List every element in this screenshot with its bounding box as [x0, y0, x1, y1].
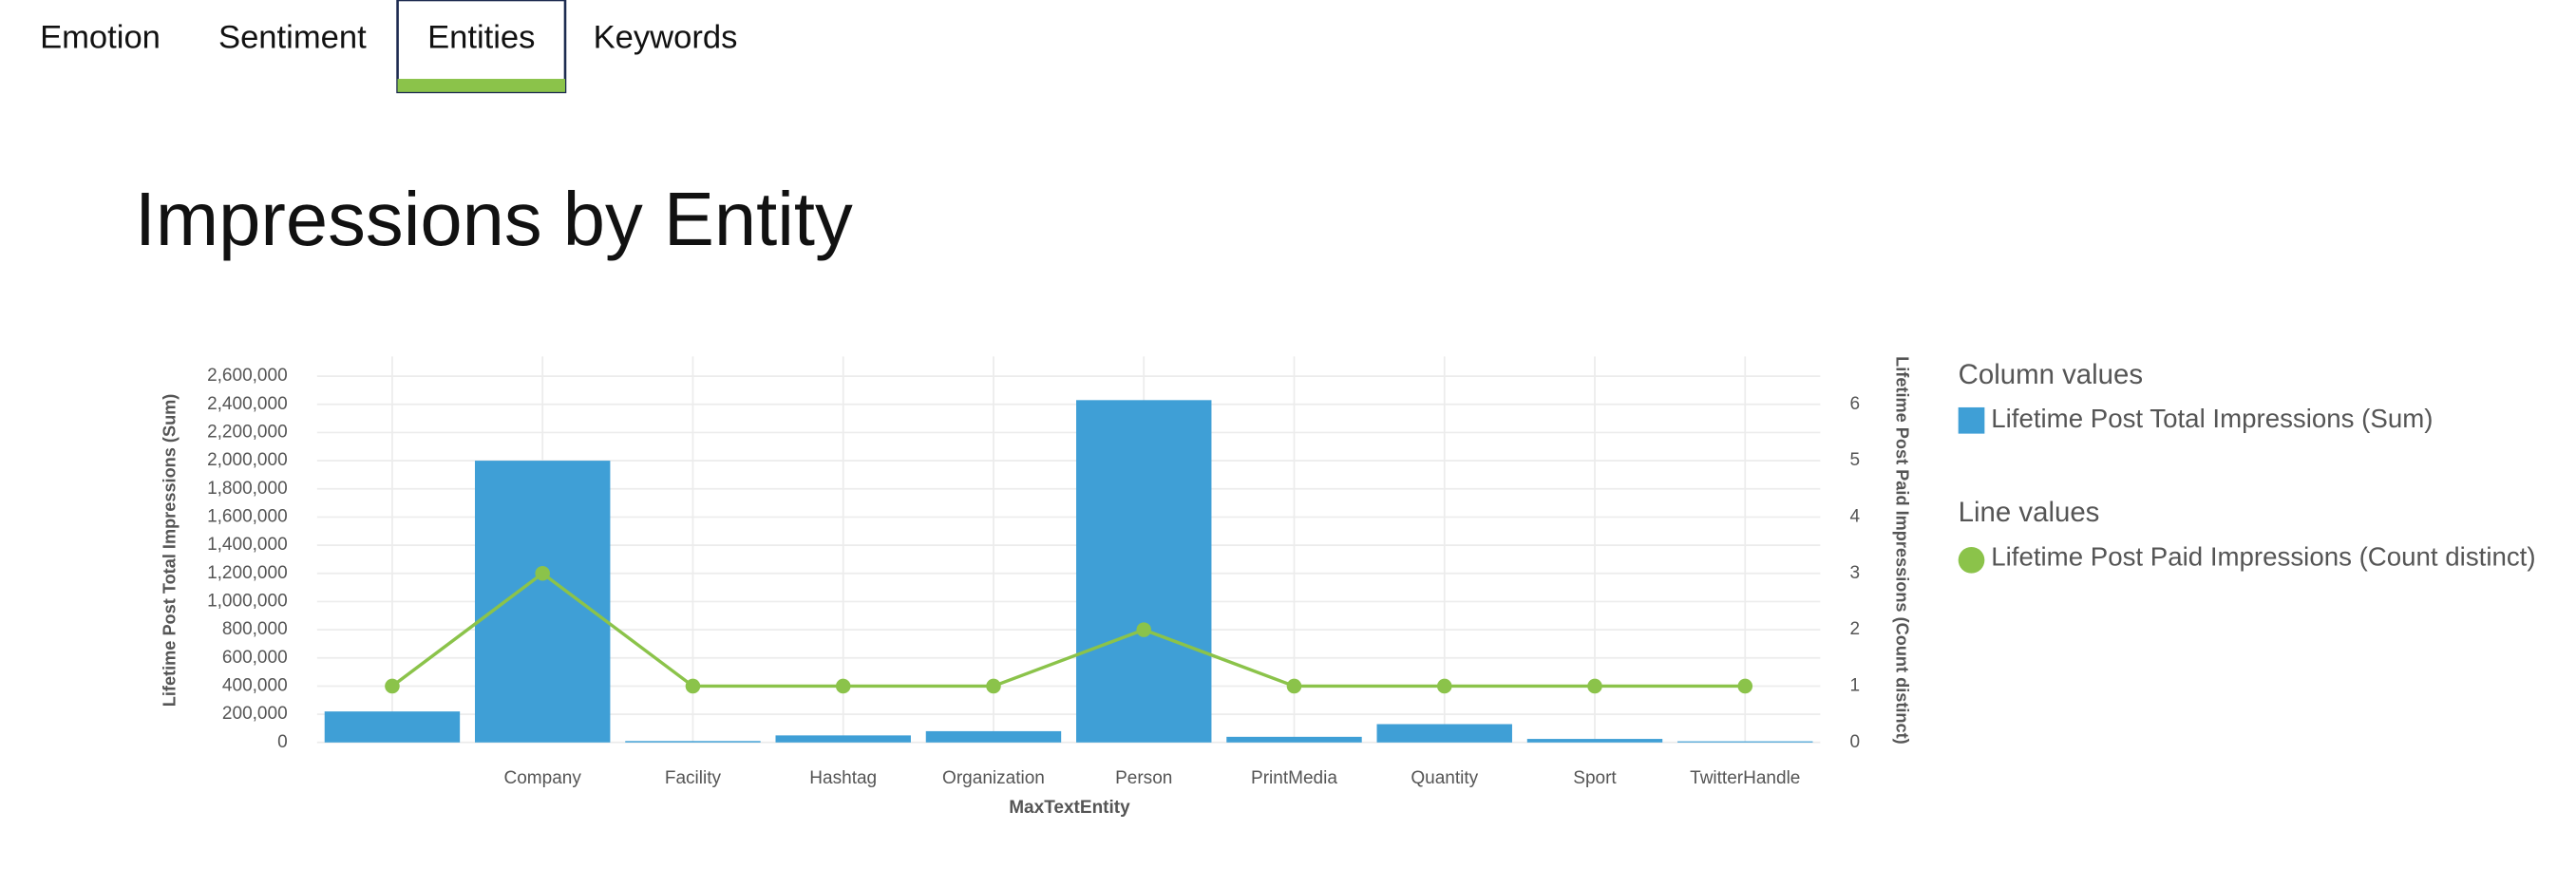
x-tick-label: Sport	[1573, 768, 1617, 788]
x-tick-label: Organization	[942, 768, 1045, 788]
y-tick-label: 600,000	[222, 648, 288, 668]
x-tick-label: Facility	[665, 768, 722, 788]
line-point	[1737, 678, 1753, 694]
y2-tick-label: 6	[1850, 394, 1861, 414]
y2-tick-label: 3	[1850, 563, 1861, 583]
x-tick-label: Quantity	[1411, 768, 1478, 788]
legend-swatch	[1958, 406, 1985, 434]
x-tick-label: Company	[504, 768, 582, 788]
chart-title: Impressions by Entity	[135, 177, 853, 261]
x-tick-label: TwitterHandle	[1690, 768, 1800, 788]
line-point	[1587, 678, 1602, 694]
y-tick-label: 1,800,000	[207, 479, 288, 499]
y-tick-label: 1,600,000	[207, 506, 288, 526]
bar	[1076, 400, 1212, 743]
line-point	[986, 678, 1001, 694]
bar	[1526, 739, 1663, 743]
line-point	[385, 678, 400, 694]
active-tab-indicator	[397, 79, 565, 92]
tab[interactable]: Sentiment	[218, 20, 367, 56]
bar	[474, 461, 611, 743]
y2-tick-label: 5	[1850, 450, 1861, 470]
y-tick-label: 400,000	[222, 675, 288, 695]
y-tick-label: 200,000	[222, 704, 288, 724]
y-tick-label: 0	[277, 732, 288, 752]
bar	[324, 711, 461, 743]
tab[interactable]: Emotion	[40, 20, 161, 56]
y-tick-label: 1,200,000	[207, 563, 288, 583]
bar	[1226, 736, 1362, 743]
x-tick-label: Person	[1115, 768, 1172, 788]
x-tick-label: Hashtag	[809, 768, 877, 788]
legend-label: Lifetime Post Paid Impressions (Count di…	[1991, 541, 2535, 571]
y2-axis-title: Lifetime Post Paid Impressions (Count di…	[1892, 356, 1911, 745]
legend-label: Lifetime Post Total Impressions (Sum)	[1991, 404, 2433, 433]
y-tick-label: 800,000	[222, 619, 288, 639]
bar	[1376, 724, 1512, 743]
line	[390, 571, 1746, 689]
y-tick-label: 2,400,000	[207, 394, 288, 414]
y2-tick-label: 0	[1850, 732, 1861, 752]
y-tick-label: 1,400,000	[207, 535, 288, 555]
y2-tick-label: 4	[1850, 506, 1861, 526]
y-tick-label: 2,200,000	[207, 422, 288, 442]
y-axis-title: Lifetime Post Total Impressions (Sum)	[161, 394, 180, 708]
bar	[925, 730, 1062, 743]
x-axis-title: MaxTextEntity	[1009, 798, 1130, 818]
tab[interactable]: Keywords	[594, 20, 738, 56]
line-point	[1286, 678, 1302, 694]
y-tick-label: 2,000,000	[207, 450, 288, 470]
bar	[1677, 741, 1813, 743]
bar	[625, 741, 761, 743]
y-tick-label: 2,600,000	[207, 366, 288, 386]
legend-title: Column values	[1959, 359, 2143, 390]
y-tick-label: 1,000,000	[207, 591, 288, 611]
line-point	[1436, 678, 1452, 694]
bar	[775, 735, 911, 743]
line-point	[685, 678, 701, 694]
line-point	[1136, 622, 1152, 637]
y2-tick-label: 2	[1850, 619, 1861, 639]
x-tick-label: PrintMedia	[1251, 768, 1337, 788]
legend-swatch	[1958, 546, 1985, 574]
legend-title: Line values	[1959, 497, 2100, 528]
line-point	[835, 678, 851, 694]
tab[interactable]: Entities	[427, 20, 535, 56]
line-point	[535, 565, 550, 581]
y2-tick-label: 1	[1850, 675, 1861, 695]
